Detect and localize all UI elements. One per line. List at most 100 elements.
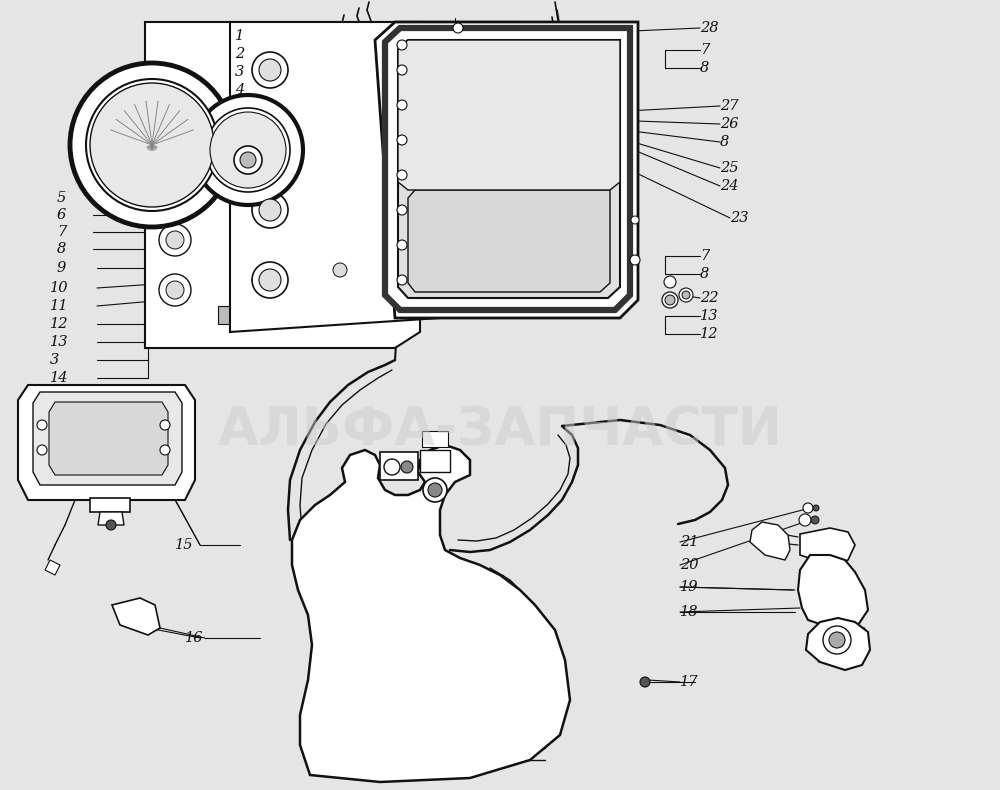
Circle shape (823, 626, 851, 654)
Text: 8: 8 (700, 61, 709, 75)
Polygon shape (798, 555, 868, 630)
Text: 15: 15 (175, 538, 194, 552)
Text: 4: 4 (235, 83, 244, 97)
Circle shape (583, 123, 597, 137)
Polygon shape (230, 22, 520, 332)
Circle shape (252, 52, 288, 88)
Text: 9: 9 (57, 261, 66, 275)
Text: 3: 3 (235, 65, 244, 79)
Circle shape (166, 231, 184, 249)
Text: 23: 23 (730, 211, 748, 225)
Circle shape (829, 632, 845, 648)
Text: 10: 10 (50, 281, 68, 295)
Circle shape (554, 96, 566, 108)
Circle shape (397, 135, 407, 145)
Circle shape (259, 199, 281, 221)
Text: 21: 21 (680, 535, 698, 549)
Polygon shape (49, 402, 168, 475)
Circle shape (453, 23, 463, 33)
Text: 8: 8 (57, 242, 66, 256)
Circle shape (160, 420, 170, 430)
Circle shape (397, 40, 407, 50)
Text: 19: 19 (680, 580, 698, 594)
Text: 5: 5 (57, 191, 66, 205)
Text: 8: 8 (720, 135, 729, 149)
Circle shape (106, 520, 116, 530)
Circle shape (159, 224, 191, 256)
Circle shape (333, 263, 347, 277)
Polygon shape (33, 392, 182, 485)
Polygon shape (375, 22, 638, 318)
Text: 25: 25 (720, 161, 738, 175)
Circle shape (682, 291, 690, 299)
Circle shape (166, 181, 184, 199)
Circle shape (90, 83, 214, 207)
Text: 28: 28 (700, 21, 718, 35)
Circle shape (234, 146, 262, 174)
Circle shape (397, 170, 407, 180)
Circle shape (160, 445, 170, 455)
Circle shape (435, 245, 465, 275)
Circle shape (252, 192, 288, 228)
Polygon shape (112, 598, 160, 635)
Circle shape (554, 76, 566, 88)
Polygon shape (292, 445, 570, 782)
Text: 8: 8 (700, 267, 709, 281)
Circle shape (37, 420, 47, 430)
Polygon shape (408, 190, 610, 292)
Polygon shape (385, 28, 630, 310)
Circle shape (640, 677, 650, 687)
Circle shape (259, 269, 281, 291)
Circle shape (252, 122, 288, 158)
Polygon shape (45, 560, 60, 575)
Text: 2: 2 (235, 47, 244, 61)
Circle shape (803, 503, 813, 513)
Circle shape (166, 281, 184, 299)
Circle shape (166, 131, 184, 149)
Circle shape (384, 459, 400, 475)
Bar (380, 452, 418, 480)
Polygon shape (750, 522, 790, 560)
Polygon shape (98, 512, 124, 525)
Circle shape (252, 262, 288, 298)
Circle shape (679, 288, 693, 302)
Circle shape (159, 274, 191, 306)
Circle shape (159, 174, 191, 206)
Circle shape (259, 59, 281, 81)
Circle shape (327, 257, 353, 283)
Text: 22: 22 (700, 291, 718, 305)
Circle shape (86, 79, 218, 211)
Circle shape (554, 116, 566, 128)
Circle shape (159, 124, 191, 156)
Polygon shape (145, 22, 420, 348)
Text: 27: 27 (720, 99, 738, 113)
Circle shape (397, 65, 407, 75)
Circle shape (813, 505, 819, 511)
Text: 13: 13 (50, 335, 68, 349)
Circle shape (664, 276, 676, 288)
Circle shape (70, 63, 234, 227)
Text: 7: 7 (57, 225, 66, 239)
Circle shape (206, 108, 290, 192)
Circle shape (428, 483, 442, 497)
Circle shape (631, 216, 639, 224)
Circle shape (210, 112, 286, 188)
Text: 18: 18 (680, 605, 698, 619)
Bar (420, 450, 450, 472)
Text: АЛЬФА-ЗАПЧАСТИ: АЛЬФА-ЗАПЧАСТИ (218, 404, 782, 457)
Text: 26: 26 (720, 117, 738, 131)
Circle shape (166, 81, 184, 99)
Polygon shape (398, 40, 620, 298)
Text: 11: 11 (50, 299, 68, 313)
Text: 20: 20 (680, 558, 698, 572)
Text: 14: 14 (50, 371, 68, 385)
Text: 16: 16 (185, 631, 204, 645)
Text: 12: 12 (50, 317, 68, 331)
Text: 6: 6 (57, 208, 66, 222)
Text: 7: 7 (700, 43, 709, 57)
Circle shape (586, 126, 594, 134)
Circle shape (397, 240, 407, 250)
Bar (422, 431, 448, 447)
Polygon shape (18, 385, 195, 500)
Circle shape (37, 445, 47, 455)
